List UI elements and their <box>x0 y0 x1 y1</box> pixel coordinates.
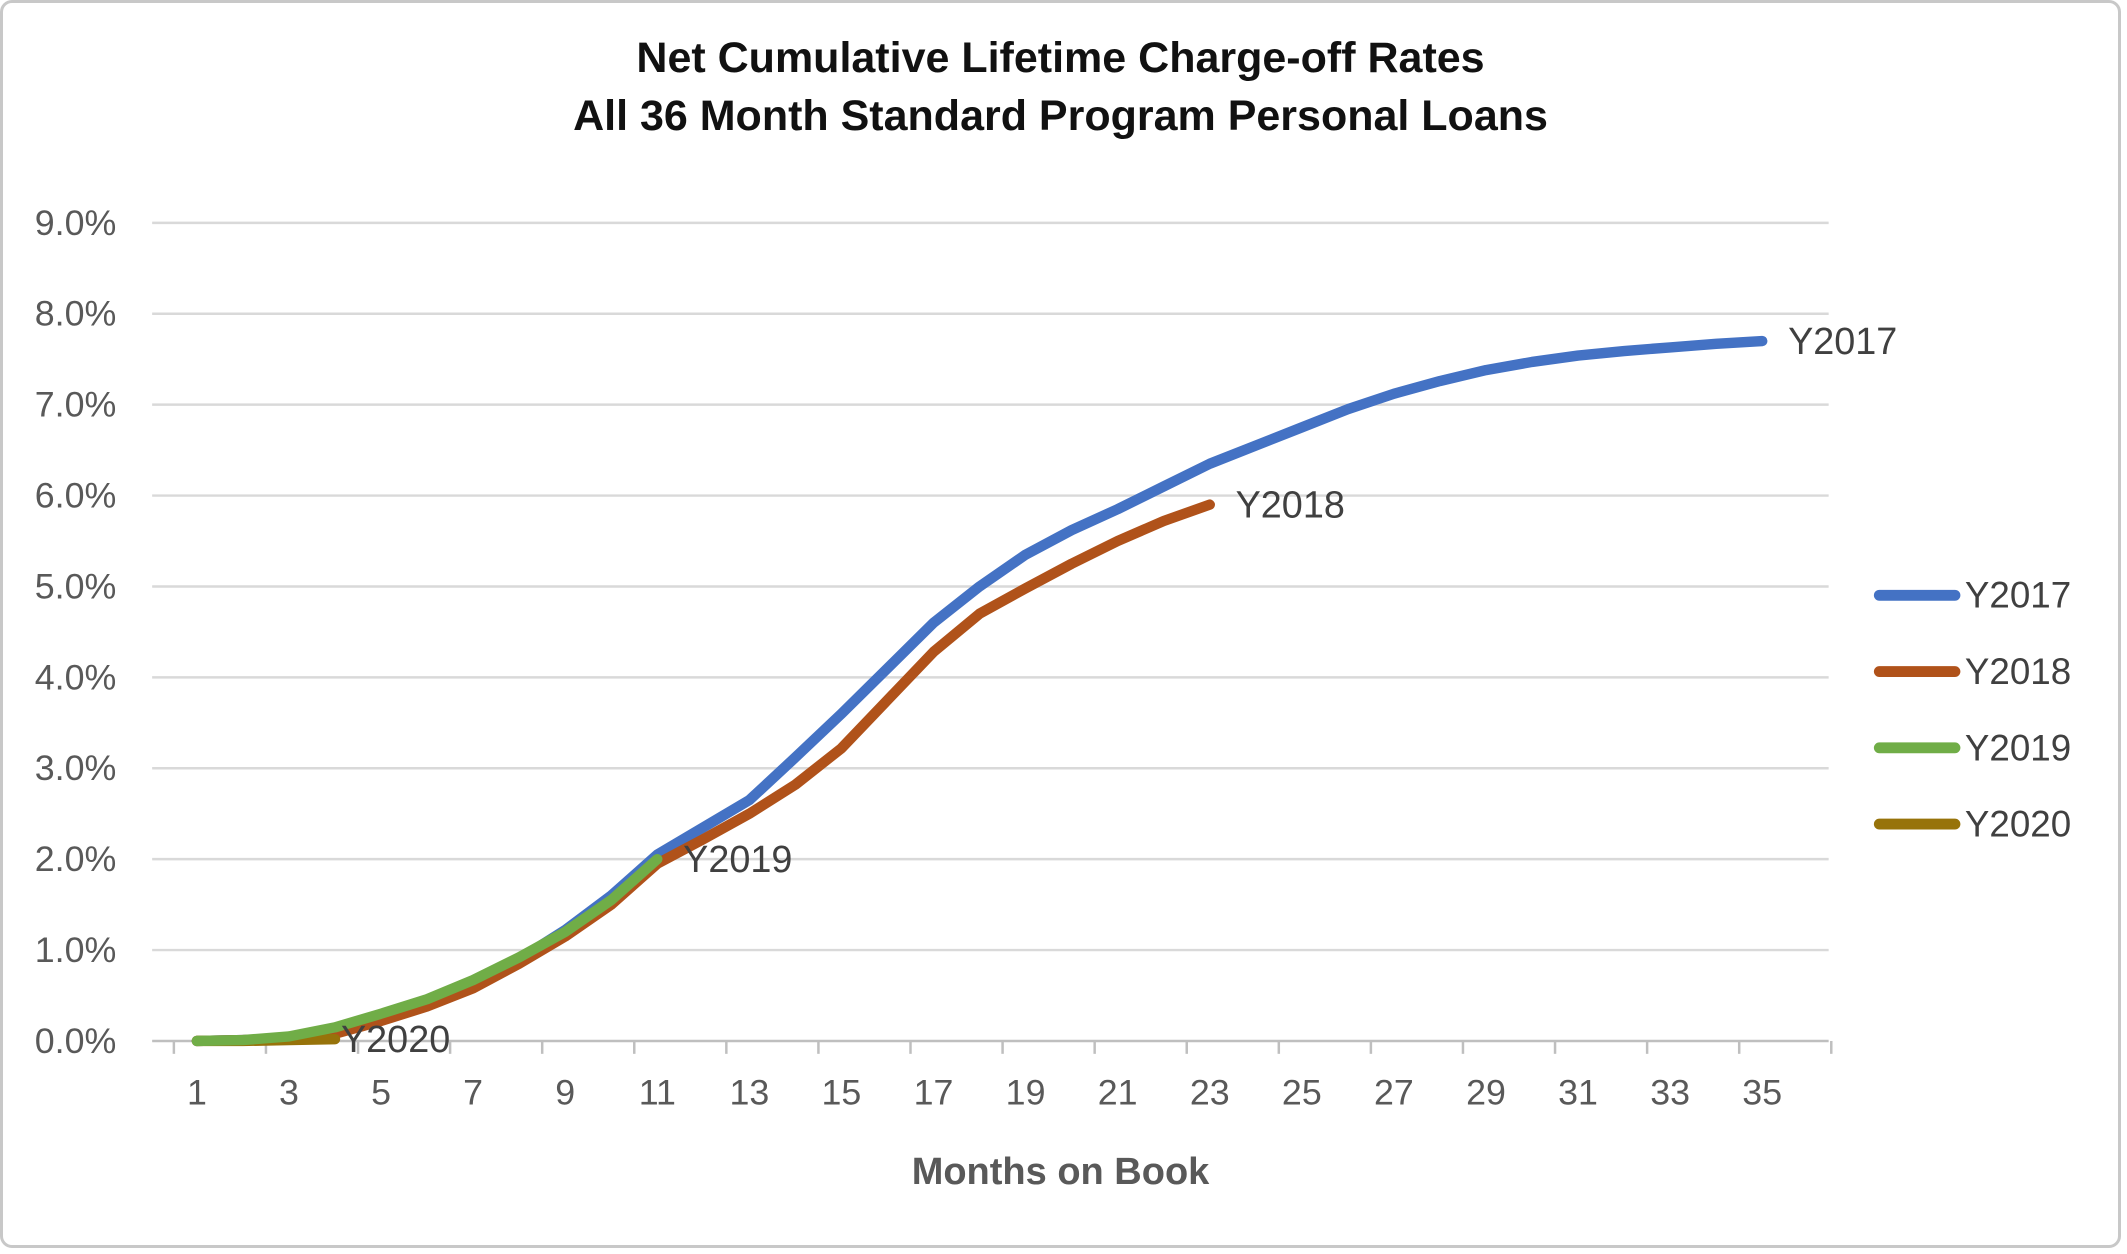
y-axis-tick-label: 0.0% <box>35 1021 117 1061</box>
series-line-y2018 <box>191 499 1215 1047</box>
x-axis-tick-label: 19 <box>1006 1073 1046 1113</box>
x-axis-tick-label: 15 <box>822 1073 862 1113</box>
x-axis-tick-label: 25 <box>1282 1073 1322 1113</box>
y-axis-tick-label: 2.0% <box>35 839 117 879</box>
chart-title: Net Cumulative Lifetime Charge-off Rates… <box>3 29 2118 145</box>
legend-label-y2020: Y2020 <box>1965 804 2071 845</box>
series-end-label-y2018: Y2018 <box>1236 484 1345 526</box>
series-end-label-y2019: Y2019 <box>683 838 792 880</box>
x-axis-tick-label: 1 <box>187 1073 207 1113</box>
y-axis-tick-label: 9.0% <box>35 203 117 243</box>
legend-label-y2017: Y2017 <box>1965 575 2071 616</box>
x-axis-tick-label: 11 <box>639 1073 676 1113</box>
y-axis-tick-label: 7.0% <box>35 385 117 425</box>
y-axis-tick-label: 6.0% <box>35 476 117 516</box>
y-axis-tick-label: 5.0% <box>35 567 117 607</box>
x-axis-tick-label: 9 <box>555 1073 575 1113</box>
x-axis-tick-label: 17 <box>914 1073 954 1113</box>
y-axis-tick-label: 4.0% <box>35 657 117 697</box>
x-axis-tick-label: 33 <box>1650 1073 1690 1113</box>
x-axis-tick-label: 7 <box>463 1073 483 1113</box>
y-axis-tick-label: 8.0% <box>35 294 117 334</box>
x-axis-tick-label: 35 <box>1742 1073 1782 1113</box>
plot-area: 0.0% 1.0% 2.0% 3.0% 4.0% 5.0% 6.0% 7.0% 8.0% 9.0%… <box>35 203 2071 1113</box>
series-line-y2017 <box>191 335 1768 1047</box>
series-end-label-y2017: Y2017 <box>1788 320 1897 362</box>
legend-label-y2019: Y2019 <box>1965 727 2071 768</box>
chart-title-line1: Net Cumulative Lifetime Charge-off Rates <box>636 34 1485 82</box>
chart-title-line2: All 36 Month Standard Program Personal L… <box>573 92 1548 140</box>
y-axis-tick-label: 1.0% <box>35 930 117 970</box>
x-axis-tick-label: 3 <box>279 1073 299 1113</box>
x-axis-tick-label: 13 <box>729 1073 769 1113</box>
x-axis-tick-label: 5 <box>371 1073 391 1113</box>
series-line-y2019 <box>191 853 663 1047</box>
y-axis-tick-label: 3.0% <box>35 748 117 788</box>
x-axis-tick-label: 29 <box>1466 1073 1506 1113</box>
series-end-label-y2020: Y2020 <box>341 1018 450 1060</box>
x-axis-tick-label: 27 <box>1374 1073 1414 1113</box>
legend-label-y2018: Y2018 <box>1965 651 2071 692</box>
x-axis-title: Months on Book <box>911 1151 1210 1193</box>
x-axis-tick-label: 21 <box>1098 1073 1138 1113</box>
x-axis-tick-label: 31 <box>1558 1073 1598 1113</box>
x-axis-tick-label: 23 <box>1190 1073 1230 1113</box>
